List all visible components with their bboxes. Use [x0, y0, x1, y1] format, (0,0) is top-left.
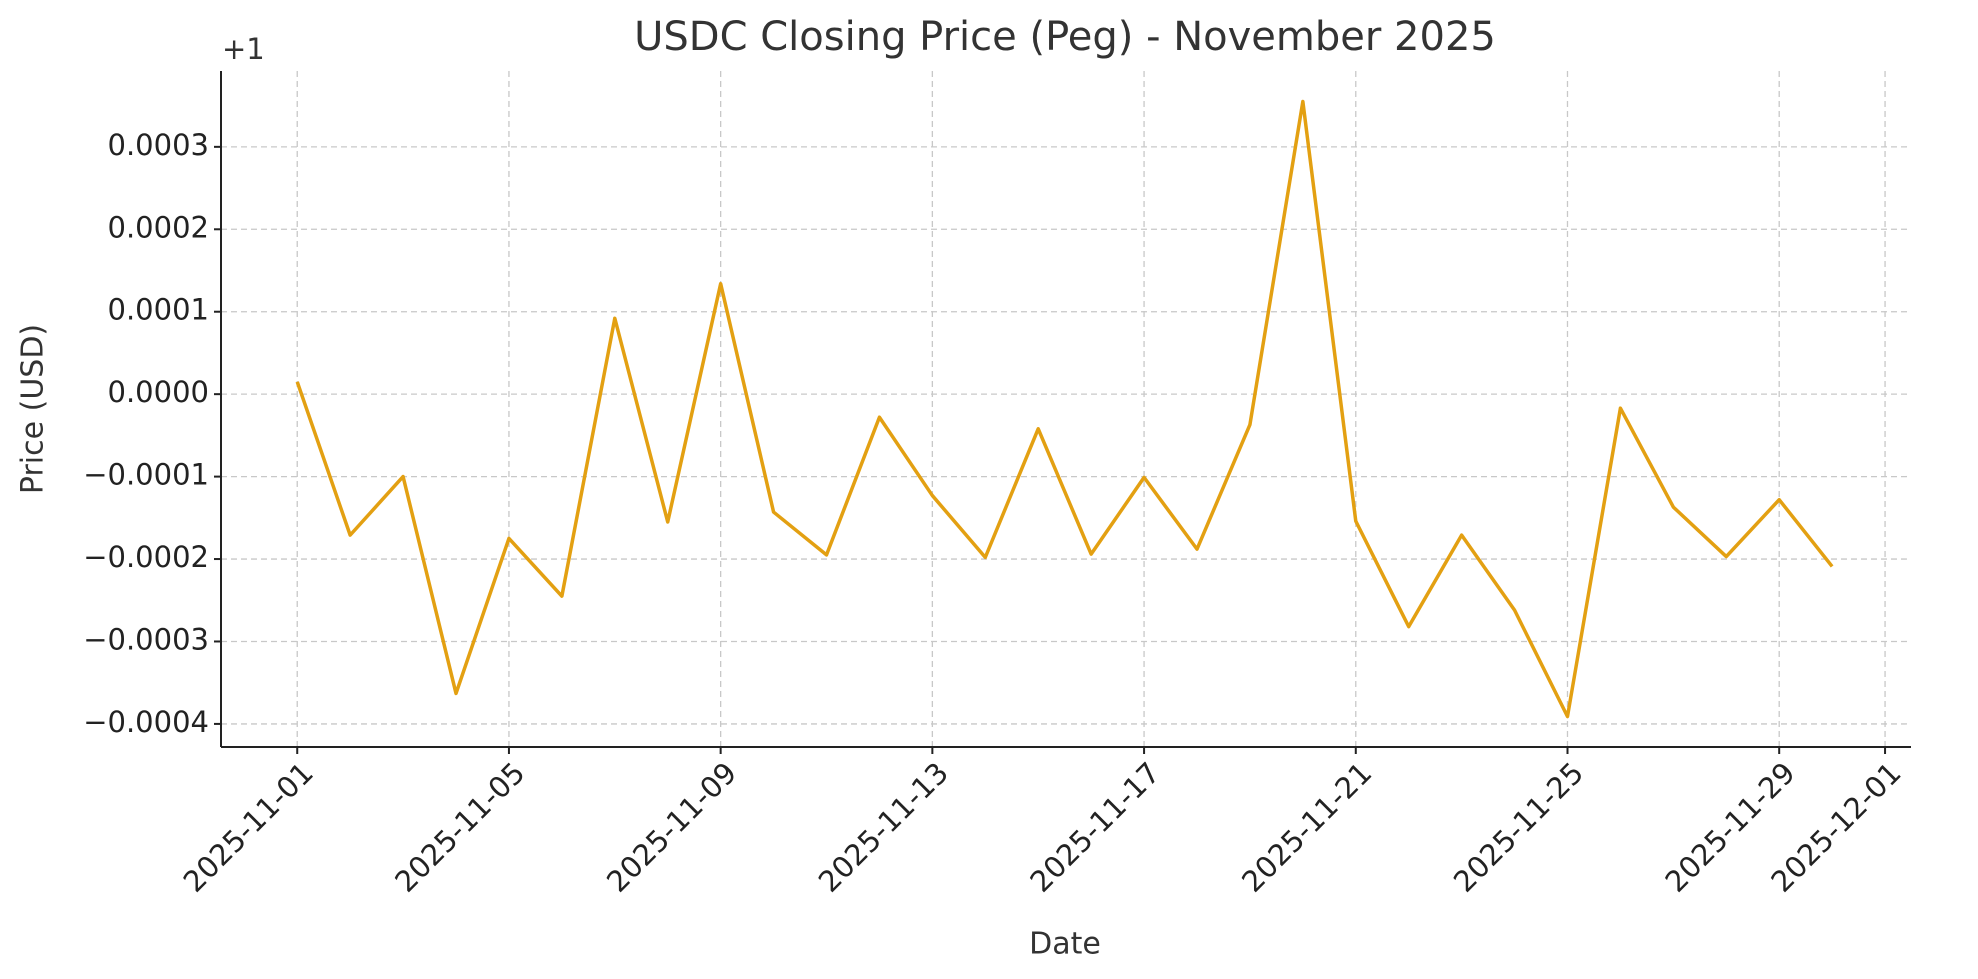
price-line [295, 99, 1834, 719]
x-tick-label: 2025-11-25 [1447, 756, 1590, 899]
x-tick-label: 2025-11-01 [177, 756, 320, 899]
chart-title: USDC Closing Price (Peg) - November 2025 [634, 14, 1496, 60]
x-tick-label: 2025-11-13 [812, 756, 955, 899]
x-tick-label: 2025-11-21 [1235, 756, 1378, 899]
y-tick-label: −0.0003 [83, 622, 209, 656]
y-tick-label: 0.0003 [108, 128, 209, 162]
y-offset-label: +1 [222, 32, 265, 66]
y-tick-label: −0.0002 [83, 540, 209, 574]
x-axis-label: Date [1029, 927, 1101, 962]
y-tick-label: 0.0000 [108, 375, 209, 409]
y-tick-label: 0.0002 [108, 210, 209, 244]
y-tick-label: −0.0001 [83, 458, 209, 492]
y-tick-label: −0.0004 [83, 705, 209, 739]
y-tick-label: 0.0001 [108, 293, 209, 327]
x-tick-label: 2025-11-17 [1023, 756, 1166, 899]
x-tick-label: 2025-11-05 [388, 756, 531, 899]
y-axis-label: Price (USD) [16, 324, 51, 494]
x-tick-label: 2025-11-09 [600, 756, 743, 899]
